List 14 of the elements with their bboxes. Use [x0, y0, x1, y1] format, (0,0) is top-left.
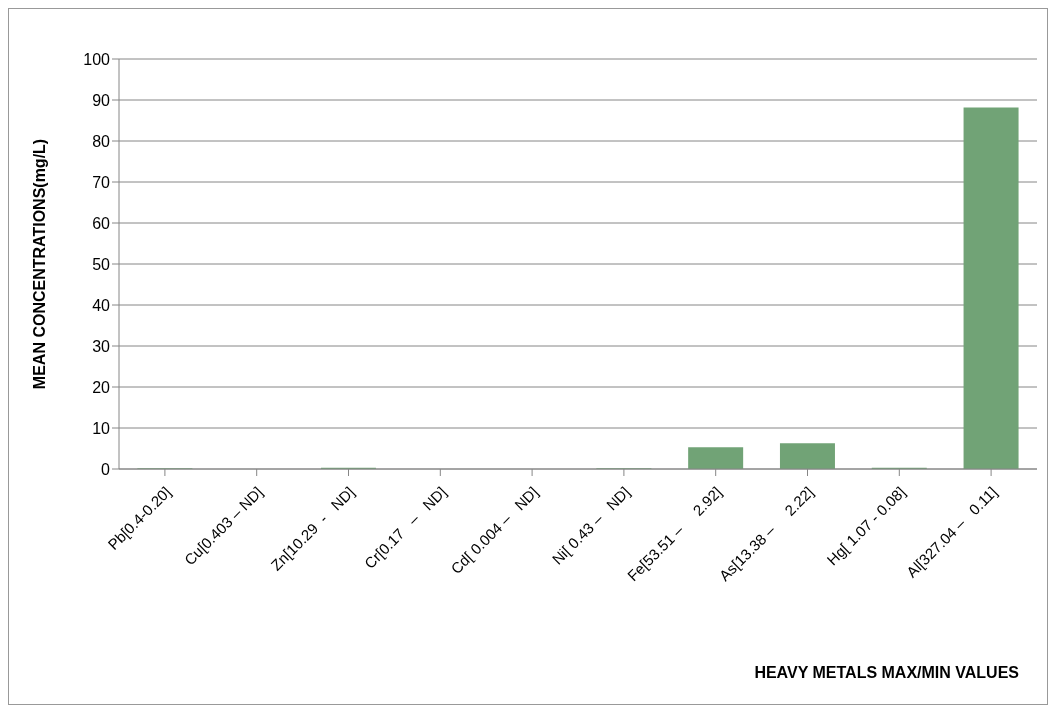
y-tick-label: 20: [92, 378, 111, 396]
y-tick-label: 90: [92, 91, 111, 109]
y-tick-label: 100: [83, 50, 111, 68]
text: HEAVY METALS MAX/MIN VALUES: [754, 664, 1019, 682]
y-tick-label: 60: [92, 214, 111, 232]
y-tick-label: 30: [92, 337, 111, 355]
y-tick-label: 40: [92, 296, 111, 314]
x-tick-label: Ni[ 0.43 – ND]: [548, 483, 634, 568]
y-tick-label: 70: [92, 173, 111, 191]
y-tick-label: 80: [92, 132, 111, 150]
y-tick-label: 10: [92, 419, 111, 437]
y-axis-title: MEAN CONCENTRATIONS(mg/L): [30, 138, 48, 390]
y-tick-label: 0: [101, 460, 111, 478]
y-tick-label: 50: [92, 255, 111, 273]
